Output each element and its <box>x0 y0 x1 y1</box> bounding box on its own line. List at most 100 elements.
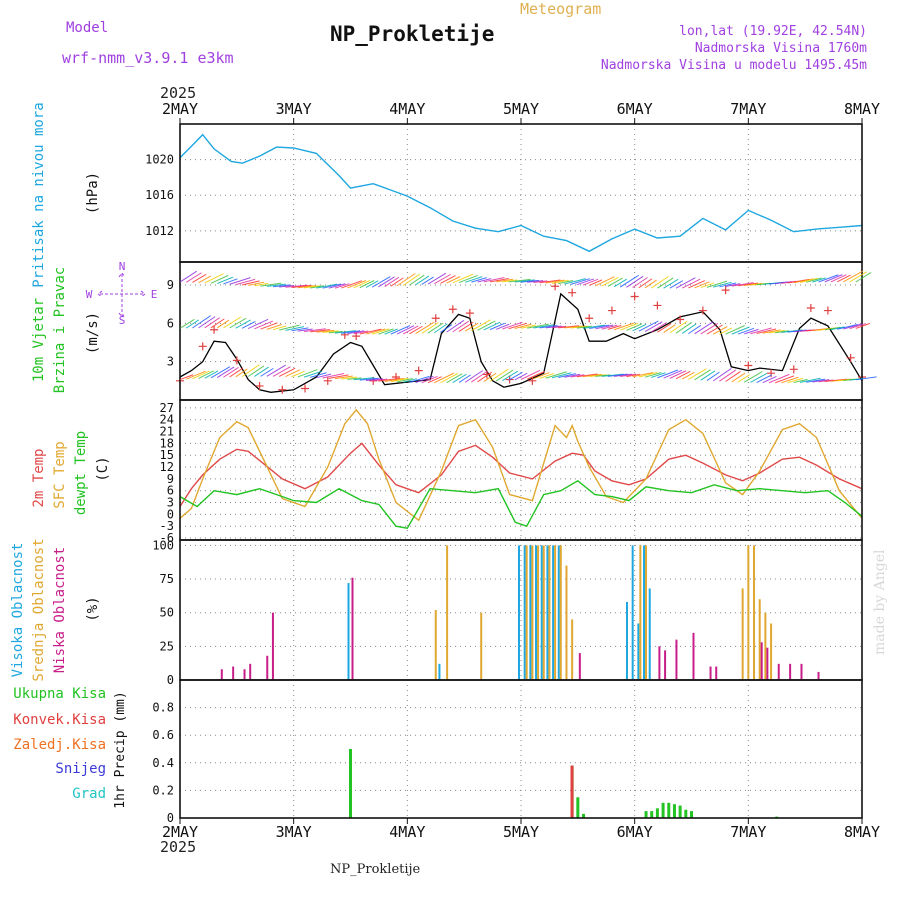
wind-barb-icon <box>341 376 358 380</box>
y-tick-label: 0.4 <box>152 756 174 770</box>
wind-barb-icon <box>781 376 799 384</box>
wind-barb-icon <box>427 272 447 285</box>
wind-barb-icon <box>626 323 643 331</box>
wind-barb-icon <box>210 274 229 284</box>
wind-barb-icon <box>229 317 247 329</box>
wind-barb-icon <box>663 278 679 289</box>
wind-barb-icon <box>799 277 818 284</box>
wind-barb-icon <box>272 366 291 377</box>
compass-rose-icon <box>97 272 146 318</box>
wind-barb-icon <box>508 278 531 283</box>
bar-cloud_mid <box>571 619 574 680</box>
gust-marker <box>744 361 753 370</box>
wind-barb-icon <box>576 373 598 378</box>
precip-legend-item: Ukupna Kisa <box>13 686 106 702</box>
wind-barb-icon <box>663 324 676 333</box>
gust-marker <box>767 369 776 378</box>
wind-barb-icon <box>582 278 599 286</box>
wind-barb-icon <box>266 364 286 377</box>
wind-barb-icon <box>750 327 772 335</box>
bar-cloud_high <box>347 583 350 680</box>
wind-barb-icon <box>198 316 216 329</box>
wind-barb-icon <box>725 371 741 382</box>
wind-barb-icon <box>365 328 386 335</box>
wind-barb-icon <box>192 273 207 283</box>
wind-barb-icon <box>291 370 305 378</box>
wind-barb-icon <box>372 378 388 382</box>
y-tick-label: 6 <box>167 316 174 330</box>
bar-cloud_high <box>535 545 538 680</box>
y-tick-label: 0.6 <box>152 728 174 742</box>
wind-barb-icon <box>471 277 487 283</box>
bar-cloud_low <box>817 671 820 680</box>
y-tick-label: 0.8 <box>152 701 174 715</box>
location-lonlat: lon,lat (19.92E, 42.54N) <box>679 24 867 39</box>
bar-cloud_low <box>351 577 354 680</box>
y-tick-label: 1012 <box>145 224 174 238</box>
bar-cloud_mid <box>525 545 528 680</box>
y-tick-label: 50 <box>160 606 174 620</box>
wind-barb-icon <box>669 280 684 289</box>
wind-barb-icon <box>520 279 539 283</box>
wind-barb-icon <box>638 278 653 289</box>
wind-barb-icon <box>731 282 754 287</box>
model-elevation: Nadmorska Visina u modelu 1495.45m <box>600 58 867 73</box>
x-tick-label-top: 5MAY <box>503 100 539 118</box>
wind-barb-icon <box>297 285 316 289</box>
wind-barb-icon <box>260 282 282 287</box>
wind-barb-icon <box>427 322 444 334</box>
bar-cloud_mid <box>480 612 483 680</box>
wind-barb-icon <box>310 285 325 289</box>
bar-precip_conv <box>570 765 574 818</box>
wind-barb-icon <box>334 283 350 289</box>
wind-barb-icon <box>347 280 367 289</box>
series-line-pressure <box>179 133 863 253</box>
bar-cloud_mid <box>639 545 642 680</box>
wind-barb-icon <box>310 329 331 333</box>
wind-barb-icon <box>217 276 234 285</box>
wind-barb-icon <box>247 365 265 377</box>
wind-barb-icon <box>700 323 719 335</box>
wind-barb-icon <box>657 369 679 379</box>
wind-barb-icon <box>415 375 434 384</box>
bar-cloud_low <box>271 612 274 680</box>
wind-barb-icon <box>192 315 211 329</box>
gust-marker <box>585 314 594 323</box>
x-tick-label-top: 2MAY <box>162 100 198 118</box>
wind-barb-icon <box>626 275 644 288</box>
gust-marker <box>607 306 616 315</box>
wind-barb-icon <box>681 278 701 289</box>
wind-barb-icon <box>756 328 777 335</box>
wind-barb-icon <box>303 328 326 332</box>
x-tick-label-bottom: 2MAY <box>162 823 198 841</box>
wind-barb-icon <box>824 274 843 283</box>
compass-s-label: S <box>119 314 126 327</box>
location-elevation: Nadmorska Visina 1760m <box>694 41 867 56</box>
wind-barb-icon <box>675 370 691 380</box>
wind-barb-icon <box>855 272 872 283</box>
wind-barb-icon <box>632 323 647 332</box>
wind-barb-icon <box>372 328 390 335</box>
wind-barb-icon <box>496 278 514 283</box>
wind-barb-icon <box>613 322 635 331</box>
wind-barb-icon <box>334 330 356 334</box>
wind-barb-icon <box>527 323 549 329</box>
bar-precip_total <box>650 811 654 818</box>
wind-barb-icon <box>409 325 423 335</box>
page-title: NP_Prokletije <box>330 22 495 46</box>
bar-cloud_low <box>692 632 695 680</box>
precip-legend-item: Grad <box>72 786 106 802</box>
wind-barb-icon <box>471 319 491 332</box>
wind-barb-icon <box>409 274 425 286</box>
wind-barb-icon <box>186 370 206 380</box>
wind-barb-icon <box>601 373 624 377</box>
x-tick-label-bottom: 8MAY <box>844 823 880 841</box>
wind-barb-icon <box>384 377 405 382</box>
wind-barb-icon <box>378 328 394 335</box>
wind-barb-icon <box>254 366 269 377</box>
meteogram-subtitle: Meteogram <box>520 0 602 18</box>
wind-barb-icon <box>768 373 790 384</box>
y-tick-label: 3 <box>167 355 174 369</box>
wind-barb-icon <box>396 325 415 335</box>
bar-cloud_mid <box>548 545 551 680</box>
